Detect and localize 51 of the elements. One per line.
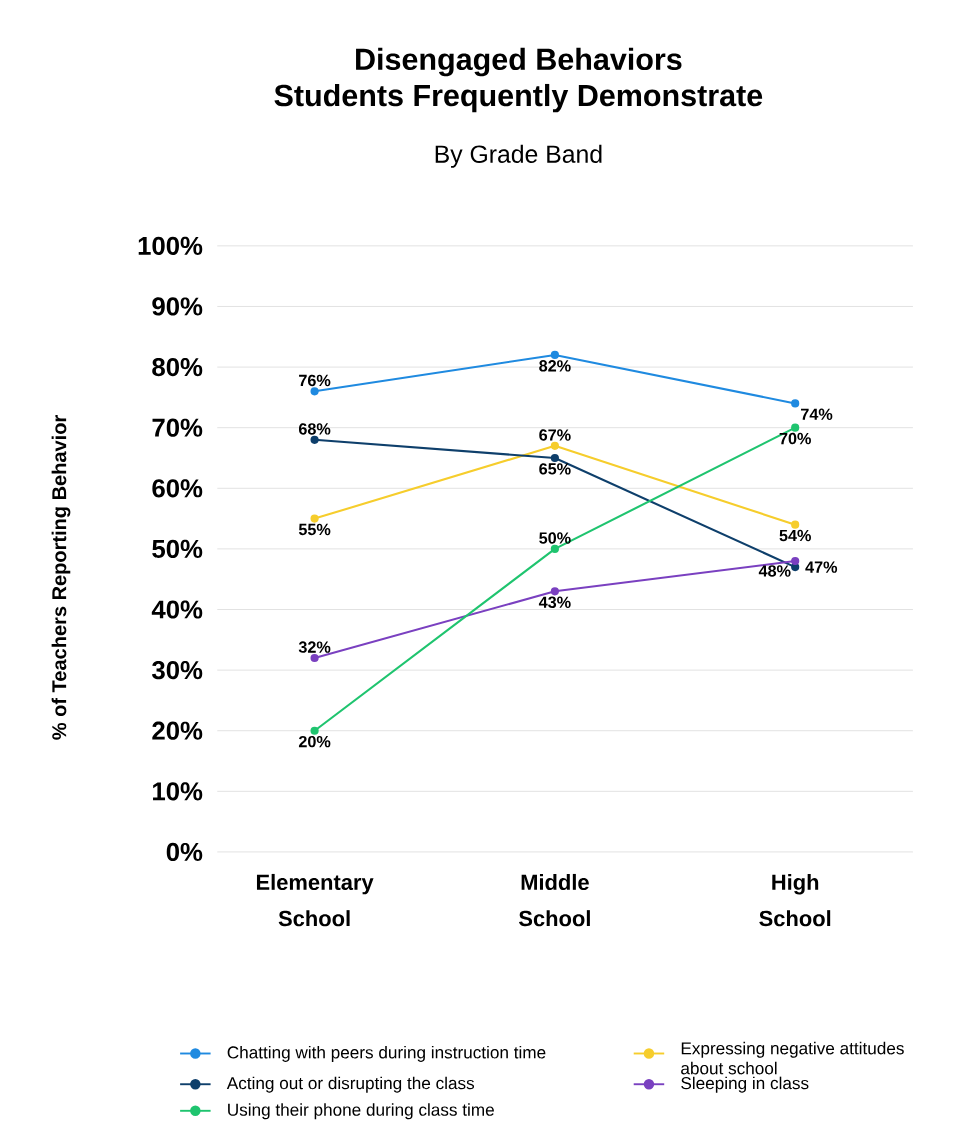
data-label: 68%	[299, 423, 331, 435]
point	[310, 435, 319, 444]
y-tick-label: 50%	[152, 539, 203, 558]
data-label: 54%	[779, 529, 812, 542]
data-label: 70%	[779, 432, 812, 445]
point	[310, 653, 319, 663]
point	[310, 387, 319, 396]
data-label: 47%	[805, 561, 838, 573]
y-tick-label: 100%	[138, 236, 203, 255]
y-tick-label: 60%	[152, 479, 203, 498]
data-label: 43%	[539, 596, 571, 608]
legend-label: Acting out or disrupting the class	[226, 1076, 475, 1093]
data-label: 55%	[299, 523, 331, 536]
legend-label: Sleeping in class	[681, 1076, 809, 1093]
point	[550, 350, 560, 360]
data-label: 67%	[539, 429, 571, 441]
point	[791, 520, 800, 529]
data-label: 32%	[298, 641, 331, 653]
legend-label: Expressing negative attitudes about school	[681, 1041, 904, 1075]
point	[791, 399, 800, 408]
data-label: 20%	[299, 735, 331, 748]
point	[310, 726, 319, 735]
y-tick-label: 70%	[152, 418, 203, 437]
x-tick-label: High School	[759, 873, 831, 927]
chart-title: Disengaged Behaviors Students Frequently Demonstrate	[274, 47, 763, 113]
point	[791, 556, 800, 566]
data-label: 48%	[758, 565, 791, 577]
x-tick-label: Middle School	[519, 873, 591, 927]
y-tick-label: 40%	[151, 600, 203, 619]
point	[550, 587, 560, 596]
y-tick-label: 20%	[152, 721, 203, 740]
data-label: 82%	[539, 360, 571, 372]
legend-label: Using their phone during class time	[228, 1103, 495, 1120]
chart-subtitle: By Grade Band	[435, 144, 602, 168]
y-tick-label: 80%	[152, 357, 203, 377]
data-label: 65%	[539, 463, 571, 475]
point	[550, 544, 560, 553]
x-tick-label: Elementary School	[257, 873, 374, 927]
data-label: 50%	[539, 532, 571, 544]
data-label: 74%	[801, 408, 833, 420]
legend-label: Chatting with peers during instruction time	[227, 1045, 546, 1062]
data-label: 76%	[299, 374, 331, 387]
y-tick-label: 90%	[152, 297, 203, 316]
y-tick-label: 30%	[152, 660, 203, 680]
y-axis-title: % of Teachers Reporting Behavior	[51, 415, 71, 740]
point	[791, 423, 800, 432]
point	[550, 441, 560, 450]
y-tick-label: 10%	[153, 782, 203, 801]
point	[310, 514, 319, 523]
point	[550, 453, 560, 463]
y-tick-label: 0%	[166, 842, 203, 862]
